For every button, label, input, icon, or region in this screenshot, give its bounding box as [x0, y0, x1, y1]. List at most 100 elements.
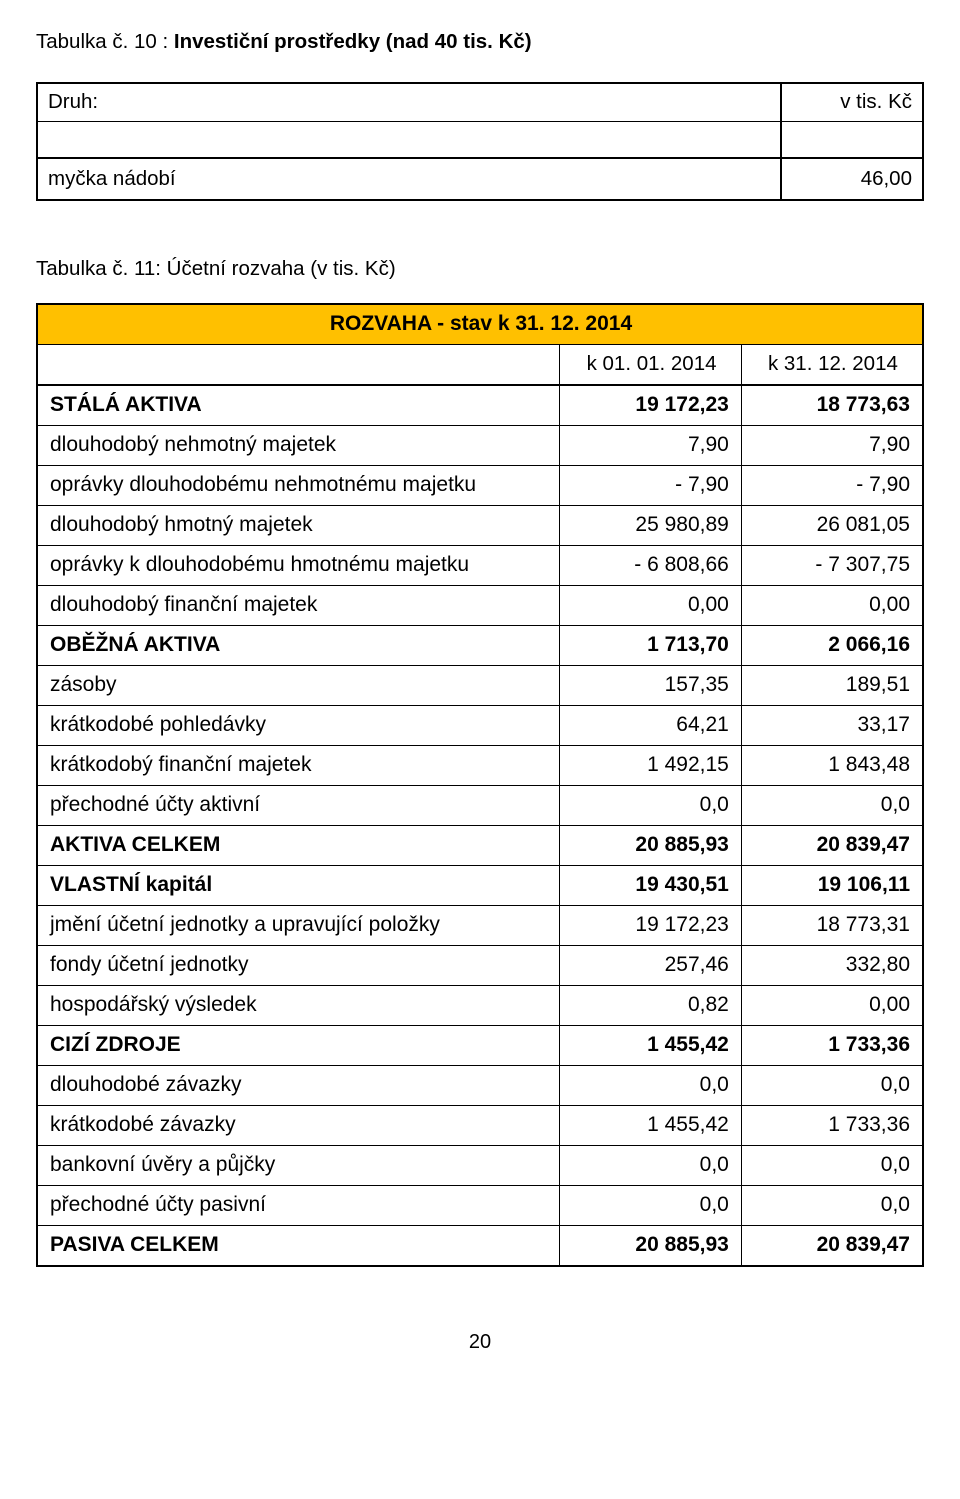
table11-row-col2: 33,17 [741, 705, 923, 745]
table-row: STÁLÁ AKTIVA19 172,2318 773,63 [37, 385, 923, 426]
table10-blank-row [37, 122, 923, 158]
table11-row-label: zásoby [37, 665, 560, 705]
table11-row-label: STÁLÁ AKTIVA [37, 385, 560, 426]
table-row: myčka nádobí 46,00 [37, 158, 923, 200]
table11-row-col2: 0,0 [741, 1145, 923, 1185]
table11-row-col2: 20 839,47 [741, 825, 923, 865]
table11-row-label: krátkodobý finanční majetek [37, 745, 560, 785]
table11-row-col1: 1 492,15 [560, 745, 742, 785]
table11-row-col2: - 7,90 [741, 465, 923, 505]
table-row: dlouhodobé závazky0,00,0 [37, 1065, 923, 1105]
table11-header-row: ROZVAHA - stav k 31. 12. 2014 [37, 304, 923, 345]
table11-row-label: VLASTNÍ kapitál [37, 865, 560, 905]
table11-row-col1: 0,0 [560, 1065, 742, 1105]
table11-row-label: CIZÍ ZDROJE [37, 1025, 560, 1065]
table11-title-bold: Účetní rozvaha (v tis. Kč) [167, 257, 396, 280]
table11-row-label: oprávky k dlouhodobému hmotnému majetku [37, 545, 560, 585]
table11-row-col1: 19 430,51 [560, 865, 742, 905]
table11-row-label: hospodářský výsledek [37, 985, 560, 1025]
table11-row-col1: 257,46 [560, 945, 742, 985]
table-row: OBĚŽNÁ AKTIVA1 713,702 066,16 [37, 625, 923, 665]
table11-row-col2: 0,0 [741, 1185, 923, 1225]
table11-row-label: bankovní úvěry a půjčky [37, 1145, 560, 1185]
table11-row-col1: 0,0 [560, 1145, 742, 1185]
table-row: přechodné účty aktivní0,00,0 [37, 785, 923, 825]
table11-row-col2: 2 066,16 [741, 625, 923, 665]
table11-row-label: AKTIVA CELKEM [37, 825, 560, 865]
table11-row-col1: 19 172,23 [560, 385, 742, 426]
table10-blank-right [781, 122, 923, 158]
table11-date-empty [37, 344, 560, 385]
table11-row-label: OBĚŽNÁ AKTIVA [37, 625, 560, 665]
table-row: dlouhodobý finanční majetek0,000,00 [37, 585, 923, 625]
table11-row-label: dlouhodobý hmotný majetek [37, 505, 560, 545]
table11-row-label: PASIVA CELKEM [37, 1225, 560, 1266]
table-row: krátkodobý finanční majetek1 492,151 843… [37, 745, 923, 785]
page-number: 20 [36, 1331, 924, 1354]
table-row: CIZÍ ZDROJE1 455,421 733,36 [37, 1025, 923, 1065]
table11-row-col1: - 6 808,66 [560, 545, 742, 585]
table-row: dlouhodobý nehmotný majetek7,907,90 [37, 425, 923, 465]
table11-row-col1: 20 885,93 [560, 1225, 742, 1266]
table-row: AKTIVA CELKEM20 885,9320 839,47 [37, 825, 923, 865]
table11-row-col2: 26 081,05 [741, 505, 923, 545]
table11-row-col2: 7,90 [741, 425, 923, 465]
table11-row-label: jmění účetní jednotky a upravující polož… [37, 905, 560, 945]
table11-row-col1: 1 713,70 [560, 625, 742, 665]
table11-row-label: dlouhodobý nehmotný majetek [37, 425, 560, 465]
table11-row-col2: - 7 307,75 [741, 545, 923, 585]
table11-row-col1: 25 980,89 [560, 505, 742, 545]
table11-row-col2: 0,0 [741, 785, 923, 825]
table11-row-col2: 19 106,11 [741, 865, 923, 905]
table10-header-left: Druh: [37, 83, 781, 122]
table10-title-bold: Investiční prostředky (nad 40 tis. Kč) [174, 30, 532, 53]
table-row: PASIVA CELKEM20 885,9320 839,47 [37, 1225, 923, 1266]
table11-row-col1: 20 885,93 [560, 825, 742, 865]
table11-row-col2: 332,80 [741, 945, 923, 985]
table11-row-col2: 20 839,47 [741, 1225, 923, 1266]
table-row: VLASTNÍ kapitál19 430,5119 106,11 [37, 865, 923, 905]
table10-header-row: Druh: v tis. Kč [37, 83, 923, 122]
table11-row-col1: 0,82 [560, 985, 742, 1025]
table10-header-right: v tis. Kč [781, 83, 923, 122]
table11-row-col1: 64,21 [560, 705, 742, 745]
table10-title: Tabulka č. 10 : Investiční prostředky (n… [36, 30, 924, 54]
table11-row-label: dlouhodobý finanční majetek [37, 585, 560, 625]
table11-row-col2: 18 773,31 [741, 905, 923, 945]
table11-row-label: krátkodobé pohledávky [37, 705, 560, 745]
table11-row-col1: 0,0 [560, 1185, 742, 1225]
table11-row-col2: 1 843,48 [741, 745, 923, 785]
table11-title: Tabulka č. 11: Účetní rozvaha (v tis. Kč… [36, 257, 924, 281]
table11-title-prefix: Tabulka č. 11: [36, 257, 167, 280]
table11-row-label: přechodné účty aktivní [37, 785, 560, 825]
table10-title-prefix: Tabulka č. 10 : [36, 30, 174, 53]
table-row: přechodné účty pasivní0,00,0 [37, 1185, 923, 1225]
table10-blank-left [37, 122, 781, 158]
table-row: krátkodobé pohledávky64,2133,17 [37, 705, 923, 745]
table11-row-col1: 1 455,42 [560, 1105, 742, 1145]
table11-date-col1: k 01. 01. 2014 [560, 344, 742, 385]
table10-row-label: myčka nádobí [37, 158, 781, 200]
table11-row-label: fondy účetní jednotky [37, 945, 560, 985]
table11-row-col1: 1 455,42 [560, 1025, 742, 1065]
table11-row-label: krátkodobé závazky [37, 1105, 560, 1145]
table10: Druh: v tis. Kč myčka nádobí 46,00 [36, 82, 924, 201]
table11-row-label: dlouhodobé závazky [37, 1065, 560, 1105]
table11-row-label: přechodné účty pasivní [37, 1185, 560, 1225]
table11-row-col2: 1 733,36 [741, 1025, 923, 1065]
table11-header-title: ROZVAHA - stav k 31. 12. 2014 [37, 304, 923, 345]
table-row: bankovní úvěry a půjčky0,00,0 [37, 1145, 923, 1185]
table11-row-col2: 0,0 [741, 1065, 923, 1105]
table11-date-row: k 01. 01. 2014 k 31. 12. 2014 [37, 344, 923, 385]
table11-row-col1: - 7,90 [560, 465, 742, 505]
table11-row-label: oprávky dlouhodobému nehmotnému majetku [37, 465, 560, 505]
table11-row-col1: 157,35 [560, 665, 742, 705]
table11-row-col1: 0,0 [560, 785, 742, 825]
table-row: fondy účetní jednotky257,46332,80 [37, 945, 923, 985]
table-row: jmění účetní jednotky a upravující polož… [37, 905, 923, 945]
table-row: krátkodobé závazky1 455,421 733,36 [37, 1105, 923, 1145]
table11: ROZVAHA - stav k 31. 12. 2014 k 01. 01. … [36, 303, 924, 1267]
table11-row-col2: 0,00 [741, 985, 923, 1025]
table10-row-value: 46,00 [781, 158, 923, 200]
table11-row-col2: 1 733,36 [741, 1105, 923, 1145]
